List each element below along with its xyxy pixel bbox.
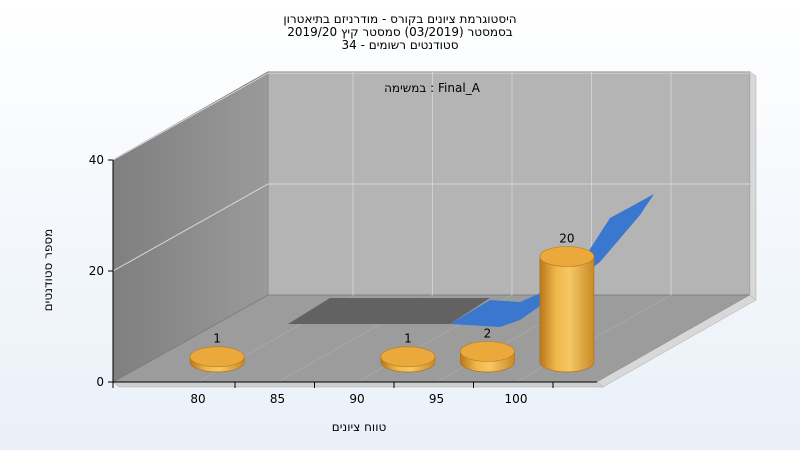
y-tick-label-2: 40	[89, 153, 104, 167]
x-tick-label-2: 90	[349, 392, 364, 406]
bar-value-label-0: 1	[213, 332, 221, 346]
x-tick-label-3: 95	[429, 392, 444, 406]
bar-3: 20	[539, 232, 595, 373]
bars: 1 1 2 20	[189, 232, 595, 373]
y-tick-label-0: 0	[96, 375, 104, 389]
bar-2: 2	[460, 326, 515, 373]
y-ticks: 0 20 40	[89, 153, 113, 389]
bar-value-label-3: 20	[559, 232, 574, 246]
grid-line-left-0	[112, 183, 269, 272]
bar-value-label-1: 1	[404, 332, 412, 346]
chart-title-line-2: בסמסטר (03/2019) סמסטר קיץ 2019/20	[287, 25, 513, 39]
front-floor-edge	[112, 381, 604, 388]
x-tick-label-0: 80	[190, 392, 205, 406]
back-area-blue	[450, 194, 654, 327]
x-axis-label: טווח ציונים	[332, 420, 387, 434]
bar-top-3	[539, 246, 595, 267]
y-axis-label: מספר סטודנטים	[41, 229, 55, 312]
bar-value-label-2: 2	[484, 326, 492, 340]
bar-top-0	[189, 346, 245, 368]
back-series-label: במשימה : Final_A	[384, 81, 481, 95]
x-ticks: 80 85 90 95 100	[112, 382, 554, 406]
bar-1: 1	[380, 332, 436, 373]
bar-top-1	[380, 346, 436, 368]
chart-title-line-1: היסטוגרמת ציונים בקורס - מודרניזם בתיאטר…	[283, 12, 517, 26]
x-tick-label-1: 85	[270, 392, 285, 406]
y-tick-label-1: 20	[89, 264, 104, 278]
chart-title-line-3: סטודנטים רשומים - 34	[341, 38, 459, 52]
grid-line-left-1	[112, 72, 269, 161]
bar-0: 1	[189, 332, 245, 373]
back-area-gray	[288, 298, 490, 324]
bar-body-3	[539, 256, 595, 373]
wall-edge	[749, 71, 757, 301]
x-tick-label-4: 100	[505, 392, 528, 406]
bar-top-2	[460, 341, 515, 362]
